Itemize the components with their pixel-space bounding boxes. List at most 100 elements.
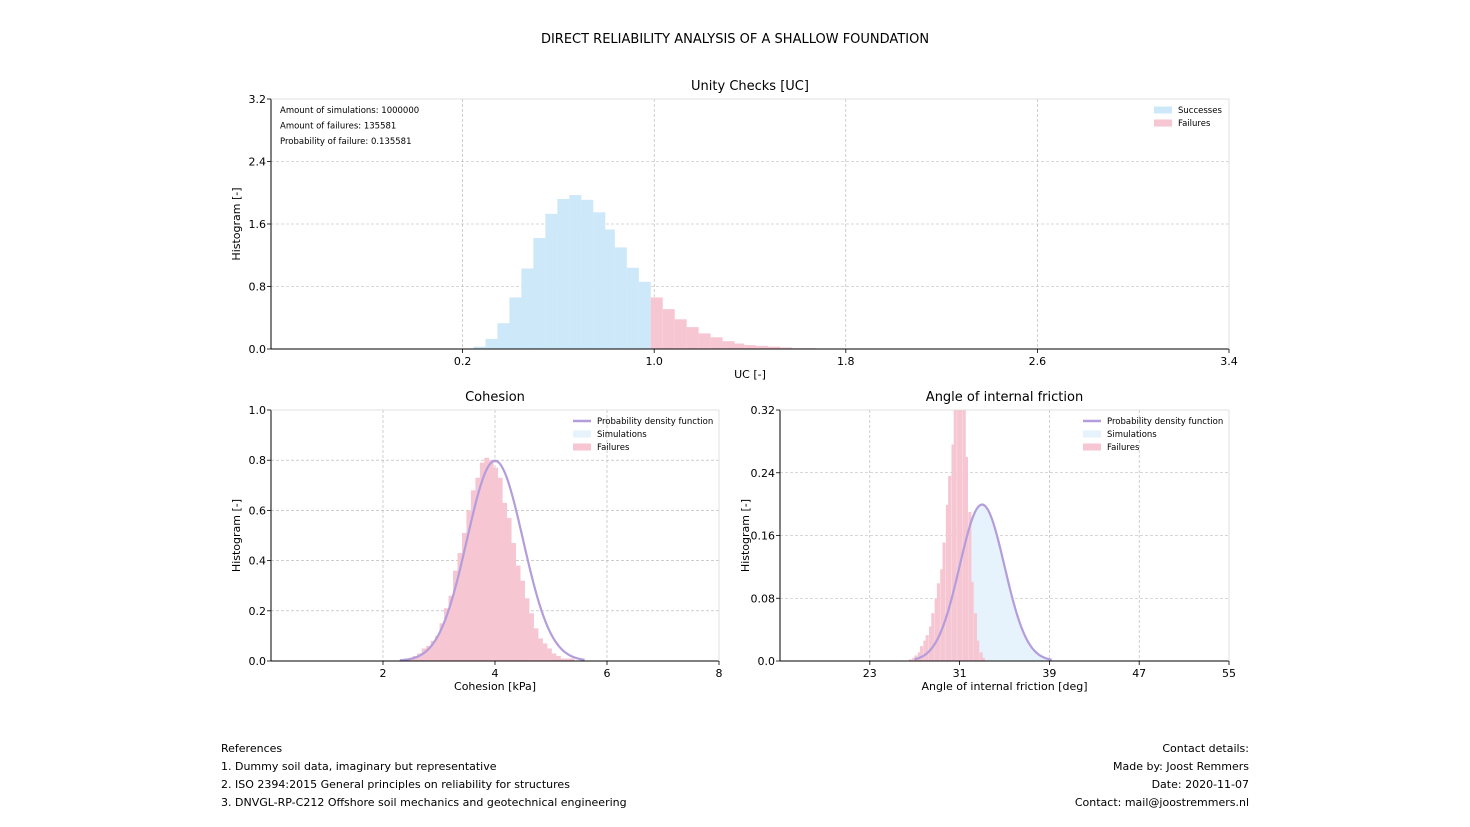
y-tick-label: 0.8 xyxy=(249,281,267,294)
failure-bar xyxy=(953,410,957,661)
failure-bar xyxy=(650,297,663,349)
success-bar xyxy=(521,268,534,349)
failure-bar xyxy=(929,626,933,661)
failure-bar xyxy=(686,327,699,349)
legend-swatch xyxy=(573,430,591,438)
success-bar xyxy=(593,212,606,349)
chart-angle-of-internal-friction: Angle of internal friction 0.0 0.08 0.16 0.2… xyxy=(739,390,1236,693)
simulation-bar xyxy=(973,511,977,661)
reference-item-3: 3. DNVGL-RP-C212 Offshore soil mechanics… xyxy=(221,796,627,809)
simulation-bar xyxy=(1007,583,1011,661)
failure-bar xyxy=(569,658,575,661)
simulation-bar xyxy=(1012,605,1017,661)
success-bar xyxy=(581,199,594,349)
failure-bar xyxy=(768,346,781,349)
pdf-curve xyxy=(914,503,1052,661)
page-title: DIRECT RELIABILITY ANALYSIS OF A SHALLOW… xyxy=(540,32,930,47)
y-tick-label: 0.0 xyxy=(249,655,267,668)
annotation-text: Amount of failures: 135581 xyxy=(280,122,396,132)
failure-bar xyxy=(940,569,944,661)
failure-bar xyxy=(973,613,978,661)
failure-bar xyxy=(484,457,490,661)
simulation-bar xyxy=(998,548,1002,661)
simulation-bar xyxy=(984,507,988,661)
failure-bar xyxy=(942,542,946,661)
references-heading: References xyxy=(221,742,283,755)
y-tick-label: 0.8 xyxy=(249,454,267,467)
simulation-bar xyxy=(1038,655,1042,661)
failure-bar xyxy=(538,638,543,661)
failure-bar xyxy=(475,477,481,661)
failure-bar xyxy=(524,598,530,661)
y-tick-label: 0.24 xyxy=(751,467,776,480)
simulation-bar xyxy=(1021,630,1025,661)
simulation-bar xyxy=(1035,652,1039,661)
simulation-bar xyxy=(976,507,980,661)
failure-bar xyxy=(439,623,445,661)
failure-bar xyxy=(444,608,449,661)
simulation-bar xyxy=(1032,650,1036,661)
x-tick-label: 1.0 xyxy=(645,355,663,368)
chart-cohesion: Cohesion 0.0 0.2 0.4 0.6 0.8 1.0 2 4 6 8 Cohesion [… xyxy=(230,390,723,693)
failure-bar xyxy=(951,444,955,661)
failure-bar xyxy=(698,333,711,349)
x-tick-label: 2 xyxy=(380,667,387,680)
simulation-bar xyxy=(993,527,997,661)
failure-bar xyxy=(968,511,972,661)
legend-swatch xyxy=(573,443,591,451)
failure-bar xyxy=(981,657,985,661)
success-bar xyxy=(638,281,651,349)
x-tick-label: 2.6 xyxy=(1029,355,1047,368)
failure-bar xyxy=(948,475,952,661)
failure-bar xyxy=(453,570,458,661)
x-tick-label: 31 xyxy=(953,667,967,680)
failure-bar xyxy=(556,655,561,661)
success-bar xyxy=(497,323,510,349)
success-bar xyxy=(509,297,522,349)
simulation-bar xyxy=(1001,560,1005,661)
legend-label: Successes xyxy=(1178,106,1222,116)
failure-bar xyxy=(964,457,969,661)
simulation-bar xyxy=(990,518,994,661)
failure-bar xyxy=(502,502,508,661)
success-bar xyxy=(473,346,486,349)
failure-bar xyxy=(979,652,983,661)
reference-item-1: 1. Dummy soil data, imaginary but repres… xyxy=(221,760,497,773)
x-tick-label: 39 xyxy=(1042,667,1056,680)
failure-bar xyxy=(780,347,793,349)
failure-bar xyxy=(931,613,935,661)
failure-bar xyxy=(430,640,436,661)
success-bar xyxy=(569,195,582,349)
contact-author: Made by: Joost Remmers xyxy=(1113,760,1249,773)
failure-bar xyxy=(497,477,503,661)
simulation-bar xyxy=(979,504,983,661)
y-axis-label: Histogram [-] xyxy=(230,187,243,260)
failure-bar xyxy=(533,628,539,661)
simulation-bar xyxy=(996,537,1000,661)
contact-email: Contact: mail@joostremmers.nl xyxy=(1074,796,1249,809)
y-tick-label: 0.4 xyxy=(249,555,267,568)
failure-bar xyxy=(448,595,454,661)
x-tick-label: 6 xyxy=(604,667,611,680)
x-tick-label: 1.8 xyxy=(837,355,855,368)
y-tick-label: 0.6 xyxy=(249,504,267,517)
simulation-bar xyxy=(1004,572,1008,661)
legend-label: Probability density function xyxy=(1107,417,1223,427)
y-axis-label: Histogram [-] xyxy=(739,499,752,572)
failure-bar xyxy=(470,490,476,661)
references-block: References 1. Dummy soil data, imaginary… xyxy=(221,740,627,812)
x-tick-label: 8 xyxy=(716,667,723,680)
x-tick-label: 4 xyxy=(492,667,499,680)
failure-bar xyxy=(908,659,912,661)
success-bar xyxy=(602,229,615,349)
x-tick-label: 55 xyxy=(1222,667,1236,680)
simulation-bar xyxy=(1040,656,1045,661)
x-tick-label: 3.4 xyxy=(1220,355,1238,368)
failure-bar xyxy=(945,504,949,661)
simulation-bar xyxy=(1029,646,1033,661)
failure-bar xyxy=(421,648,427,661)
failure-bar xyxy=(542,643,548,661)
y-tick-label: 1.0 xyxy=(249,404,267,417)
x-tick-label: 47 xyxy=(1132,667,1146,680)
simulation-bar xyxy=(1043,658,1047,661)
